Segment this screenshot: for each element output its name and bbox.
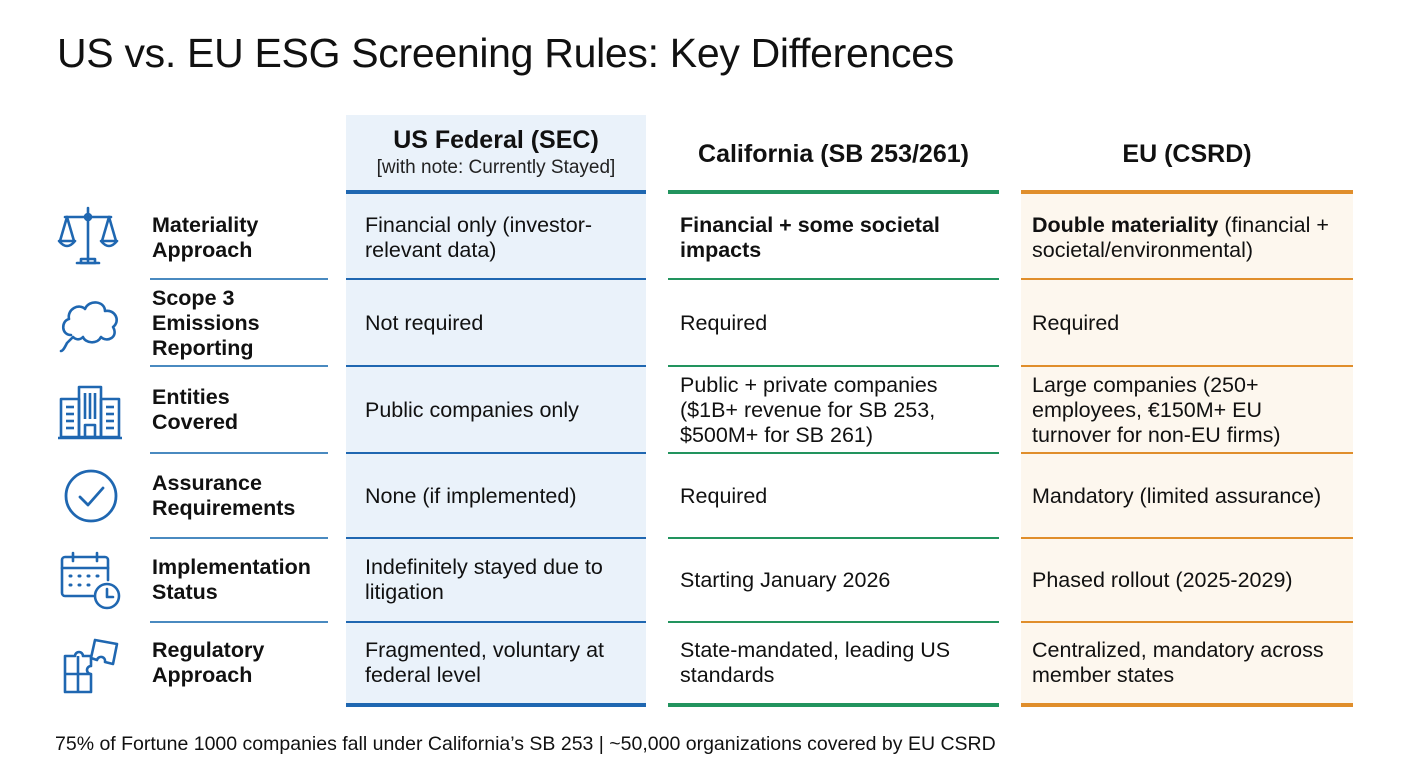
row-label-implementation: Implementation Status [152, 555, 311, 604]
cell-us-regulatory: Fragmented, voluntary at federal level [365, 638, 605, 687]
cell-us-entities: Public companies only [365, 397, 579, 422]
cell-eu-assurance: Mandatory (limited assurance) [1032, 483, 1322, 508]
cell-eu-regulatory: Centralized, mandatory across member sta… [1032, 638, 1324, 687]
buildings-icon [55, 376, 125, 446]
column-title-eu: EU (CSRD) [1122, 140, 1252, 168]
row-label-entities: Entities Covered [152, 385, 239, 434]
ca-header-rule [668, 190, 999, 194]
cell-us-scope3: Not required [365, 310, 484, 335]
cell-ca-materiality-text: Financial + some societal impacts [680, 213, 940, 262]
row-label-scope3: Scope 3 Emissions Reporting [152, 285, 260, 360]
cell-ca-regulatory: State-mandated, leading US standards [680, 638, 951, 687]
ca-bottom-rule [668, 703, 999, 707]
cell-ca-entities: Public + private companies ($1B+ revenue… [680, 372, 938, 447]
column-title-ca: California (SB 253/261) [698, 140, 969, 168]
row-label-regulatory: Regulatory Approach [152, 638, 265, 687]
cell-us-materiality: Financial only (investor-relevant data) [365, 213, 593, 262]
cell-eu-materiality: Double materiality (financial + societal… [1032, 205, 1350, 271]
us-bottom-rule [346, 703, 646, 707]
cell-ca-materiality: Financial + some societal impacts [680, 205, 980, 271]
cell-ca-scope3: Required [680, 310, 768, 335]
cell-eu-entities: Large companies (250+ employees, €150M+ … [1032, 372, 1281, 447]
column-header-us: US Federal (SEC) [with note: Currently S… [346, 126, 646, 179]
check-circle-icon [56, 461, 126, 531]
us-column-background [346, 115, 646, 707]
cell-eu-implementation: Phased rollout (2025-2029) [1032, 567, 1293, 592]
column-header-ca: California (SB 253/261) [668, 140, 999, 169]
footer-note: 75% of Fortune 1000 companies fall under… [55, 733, 996, 755]
cell-ca-implementation: Starting January 2026 [680, 567, 891, 592]
cell-eu-scope3: Required [1032, 310, 1120, 335]
page-title: US vs. EU ESG Screening Rules: Key Diffe… [57, 30, 954, 76]
column-note-us: [with note: Currently Stayed] [376, 157, 616, 178]
row-label-materiality: Materiality Approach [152, 213, 259, 262]
cell-us-assurance: None (if implemented) [365, 483, 577, 508]
puzzle-icon [56, 630, 126, 700]
us-header-rule [346, 190, 646, 194]
cloud-icon [55, 290, 125, 360]
cell-eu-materiality-bold: Double materiality [1032, 213, 1219, 237]
column-header-eu: EU (CSRD) [1021, 140, 1353, 169]
cell-ca-assurance: Required [680, 483, 768, 508]
scales-icon [53, 202, 123, 272]
column-title-us: US Federal (SEC) [393, 126, 599, 154]
calendar-clock-icon [56, 546, 126, 616]
cell-eu-materiality-text: (financial + societal/environmental) [1032, 213, 1329, 262]
eu-header-rule [1021, 190, 1353, 194]
eu-bottom-rule [1021, 703, 1353, 707]
cell-us-implementation: Indefinitely stayed due to litigation [365, 555, 603, 604]
row-label-assurance: Assurance Requirements [152, 471, 296, 520]
